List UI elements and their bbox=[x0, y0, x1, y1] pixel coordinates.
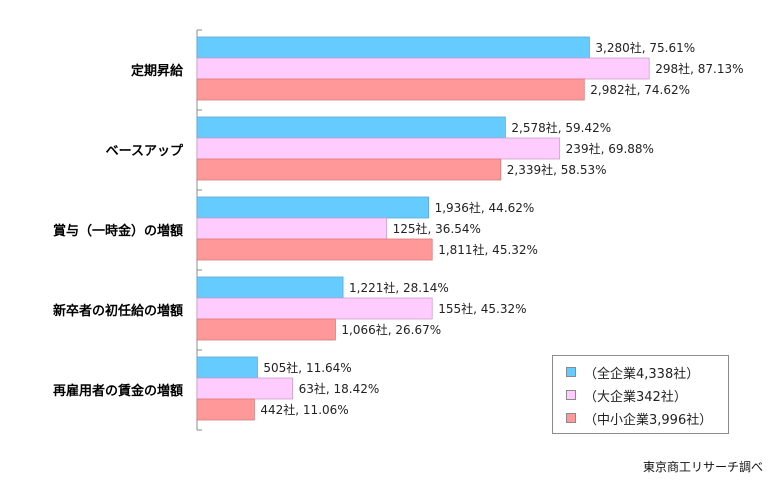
bar bbox=[196, 196, 429, 219]
legend-swatch-large bbox=[566, 390, 576, 400]
bar bbox=[196, 398, 255, 421]
data-label: 3,280社, 75.61% bbox=[595, 40, 695, 55]
data-label: 2,982社, 74.62% bbox=[590, 82, 690, 97]
legend-item-large: （大企業342社） bbox=[566, 385, 687, 405]
data-label: 239社, 69.88% bbox=[566, 141, 654, 156]
source-note: 東京商工リサーチ調べ bbox=[642, 460, 763, 474]
legend-swatch-sme bbox=[566, 413, 576, 423]
legend: （全企業4,338社） （大企業342社） （中小企業3,996社） bbox=[552, 355, 729, 434]
data-label: 1,066社, 26.67% bbox=[341, 322, 441, 337]
bar bbox=[196, 377, 293, 400]
data-label: 442社, 11.06% bbox=[260, 402, 348, 417]
category-label: 定期昇給 bbox=[130, 63, 184, 79]
value-labels: 3,280社, 75.61% 298社, 87.13% 2,982社, 74.62%… bbox=[260, 40, 743, 417]
data-label: 505社, 11.64% bbox=[263, 360, 351, 375]
data-label: 63社, 18.42% bbox=[299, 381, 380, 396]
bar bbox=[196, 297, 433, 320]
category-label: 賞与（一時金）の増額 bbox=[53, 223, 183, 239]
category-label: 再雇用者の賃金の増額 bbox=[53, 383, 183, 399]
bar bbox=[196, 318, 336, 341]
data-label: 155社, 45.32% bbox=[438, 301, 526, 316]
category-label: ベースアップ bbox=[106, 144, 184, 159]
data-label: 2,339社, 58.53% bbox=[507, 162, 607, 177]
bars bbox=[196, 36, 650, 421]
data-label: 298社, 87.13% bbox=[655, 61, 743, 76]
bar bbox=[196, 116, 506, 139]
legend-swatch-all bbox=[566, 367, 576, 377]
bar bbox=[196, 36, 590, 59]
legend-item-all: （全企業4,338社） bbox=[566, 362, 699, 382]
bar bbox=[196, 276, 344, 299]
legend-label-all: （全企業4,338社） bbox=[584, 366, 700, 382]
data-label: 2,578社, 59.42% bbox=[511, 120, 611, 135]
legend-label-large: （大企業342社） bbox=[584, 389, 687, 405]
data-label: 125社, 36.54% bbox=[393, 221, 481, 236]
bar bbox=[196, 356, 258, 379]
data-label: 1,936社, 44.62% bbox=[435, 200, 535, 215]
data-label: 1,811社, 45.32% bbox=[438, 242, 538, 257]
bar bbox=[196, 57, 650, 80]
data-label: 1,221社, 28.14% bbox=[349, 280, 449, 295]
category-label: 新卒者の初任給の増額 bbox=[53, 303, 183, 319]
legend-item-sme: （中小企業3,996社） bbox=[566, 408, 712, 428]
bar bbox=[196, 217, 388, 240]
bar bbox=[196, 78, 585, 101]
bar bbox=[196, 137, 561, 160]
bar bbox=[196, 238, 433, 261]
legend-label-sme: （中小企業3,996社） bbox=[584, 412, 713, 428]
bar bbox=[196, 158, 502, 181]
